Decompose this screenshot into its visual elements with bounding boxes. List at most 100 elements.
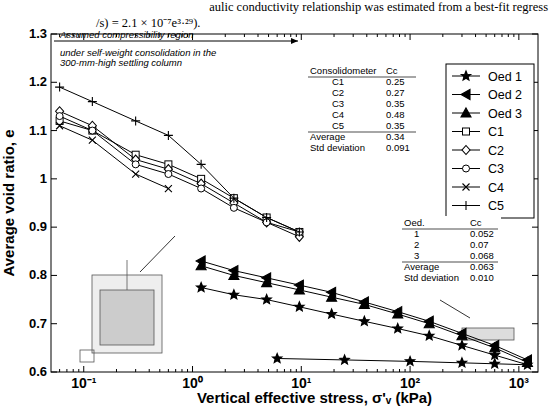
data-point xyxy=(457,331,467,340)
x-minor-tick xyxy=(353,369,354,372)
table-cell: 3 xyxy=(414,250,419,261)
x-minor-tick xyxy=(334,34,335,37)
data-point xyxy=(294,285,304,294)
x-minor-tick xyxy=(393,369,394,372)
y-tick-label: 1.2 xyxy=(29,74,47,89)
data-point xyxy=(89,137,96,144)
y-tick xyxy=(51,130,57,131)
data-point xyxy=(393,309,403,318)
x-minor-tick xyxy=(399,369,400,372)
y-tick-label: 0.6 xyxy=(29,364,47,379)
x-minor-tick xyxy=(353,34,354,37)
table-cell: Std deviation xyxy=(310,142,365,153)
data-point xyxy=(132,171,139,178)
x-minor-tick xyxy=(494,34,495,37)
x-minor-tick xyxy=(385,369,386,372)
table-cell: 0.07 xyxy=(470,239,489,250)
x-tick xyxy=(518,34,519,40)
data-point xyxy=(165,171,172,178)
plot-frame xyxy=(51,34,538,372)
legend-marker xyxy=(461,90,470,100)
y-tick xyxy=(51,275,57,276)
x-minor-tick xyxy=(277,34,278,37)
data-point xyxy=(359,299,369,308)
legend-label: C4 xyxy=(488,181,504,195)
legend: Oed 1Oed 2Oed 3C1C2C3C4C5 xyxy=(446,64,534,218)
x-minor-tick xyxy=(149,369,150,372)
data-point xyxy=(405,356,415,365)
table-cell: 0.35 xyxy=(386,120,405,131)
x-minor-tick xyxy=(442,369,443,372)
data-point xyxy=(132,161,139,168)
table-cell: Average xyxy=(310,131,345,142)
x-minor-tick xyxy=(393,34,394,37)
table-cell: 1 xyxy=(414,228,419,239)
data-point xyxy=(327,309,337,318)
x-minor-tick xyxy=(78,369,79,372)
table-header: Cc xyxy=(470,217,482,228)
x-minor-tick xyxy=(258,369,259,372)
series-line xyxy=(60,87,300,232)
legend-marker xyxy=(461,71,471,80)
data-point xyxy=(56,122,63,129)
table-cell: 0.010 xyxy=(470,272,494,283)
x-tick xyxy=(301,34,302,40)
table-cell: 0.091 xyxy=(386,142,410,153)
data-point xyxy=(89,127,96,134)
x-minor-tick xyxy=(296,34,297,37)
x-minor-tick xyxy=(277,369,278,372)
table-bg xyxy=(307,64,419,160)
x-tick-label: 10³ xyxy=(509,375,530,391)
legend-label: C3 xyxy=(488,162,504,176)
data-point xyxy=(262,278,272,287)
x-minor-tick xyxy=(73,369,74,372)
data-point xyxy=(360,316,370,325)
y-tick xyxy=(532,275,538,276)
table-cell: 0.35 xyxy=(386,98,405,109)
region-arrowhead xyxy=(291,38,298,44)
table-cell: 0.48 xyxy=(386,109,405,120)
table-cell: C5 xyxy=(332,120,344,131)
region-text: 300-mm-high settling column xyxy=(60,57,182,68)
legend-marker xyxy=(463,128,470,135)
x-minor-tick xyxy=(366,34,367,37)
x-minor-tick xyxy=(284,369,285,372)
table-cell: 0.063 xyxy=(470,261,494,272)
series-line xyxy=(201,266,527,363)
y-tick xyxy=(51,372,57,373)
legend-marker xyxy=(463,184,470,191)
series-line xyxy=(201,288,527,365)
legend-marker xyxy=(462,201,471,210)
x-minor-tick xyxy=(268,369,269,372)
data-point xyxy=(295,302,305,311)
data-point xyxy=(131,116,140,125)
x-axis-label: Vertical effective stress, σ'ᵥ (kPa) xyxy=(197,389,432,406)
data-point xyxy=(196,261,206,270)
x-minor-tick xyxy=(116,369,117,372)
x-tick xyxy=(410,34,411,40)
table-cell: 0.27 xyxy=(386,87,405,98)
data-point xyxy=(424,319,434,328)
x-minor-tick xyxy=(385,34,386,37)
table-cell: 2 xyxy=(414,239,419,250)
x-minor-tick xyxy=(486,34,487,37)
data-point xyxy=(230,204,237,211)
data-point xyxy=(296,228,303,235)
x-minor-tick xyxy=(168,369,169,372)
table-cell: C3 xyxy=(332,98,344,109)
table-bg xyxy=(401,216,501,290)
table-cell: 0.052 xyxy=(470,228,494,239)
table-cell: 0.34 xyxy=(386,131,405,142)
legend-label: C1 xyxy=(488,125,504,139)
data-point xyxy=(295,227,304,236)
x-tick-label: 10⁻¹ xyxy=(71,375,97,391)
y-tick xyxy=(51,323,57,324)
data-point xyxy=(197,160,206,169)
consolidometer-valve xyxy=(80,350,94,362)
data-point xyxy=(89,127,96,134)
x-minor-tick xyxy=(66,369,67,372)
consolidometer-rod xyxy=(127,260,128,290)
x-minor-tick xyxy=(405,34,406,37)
x-minor-tick xyxy=(475,369,476,372)
x-minor-tick xyxy=(475,34,476,37)
